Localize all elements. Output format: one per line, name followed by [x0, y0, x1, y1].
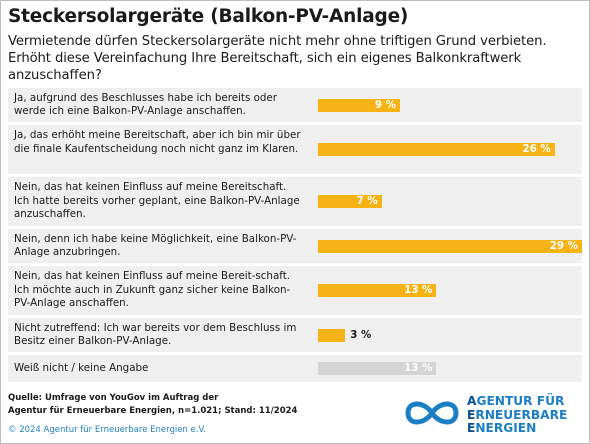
- chart-row: Nein, das hat keinen Einfluss auf meine …: [8, 266, 582, 315]
- brand-line-3: ENERGIEN: [467, 421, 537, 435]
- bar: [318, 195, 382, 208]
- chart-row: Nicht zutreffend: Ich war bereits vor de…: [8, 318, 582, 352]
- bar: [318, 328, 346, 342]
- chart-title: Steckersolargeräte (Balkon-PV-Anlage): [8, 6, 409, 27]
- source-note: Quelle: Umfrage von YouGov im Auftrag de…: [8, 392, 297, 418]
- chart-subtitle: Vermietende dürfen Steckersolargeräte ni…: [8, 34, 547, 83]
- chart-row: Ja, das erhöht meine Bereitschaft, aber …: [8, 125, 582, 174]
- value-label: 9 %: [374, 98, 396, 111]
- category-label: Nein, das hat keinen Einfluss auf meine …: [14, 270, 291, 310]
- bar: [318, 98, 400, 112]
- brand-line-2: ERNEUERBARE: [467, 407, 568, 422]
- value-label: 7 %: [356, 195, 378, 207]
- value-label: 13 %: [404, 284, 433, 296]
- infinity-logo-icon: [405, 401, 459, 425]
- category-label: Ja, das erhöht meine Bereitschaft, aber …: [14, 129, 301, 155]
- bar: [318, 362, 437, 375]
- source-line-2: Agentur für Erneuerbare Energien, n=1.02…: [8, 406, 298, 416]
- category-label: Weiß nicht / keine Angabe: [14, 361, 149, 374]
- copyright: © 2024 Agentur für Erneuerbare Energien …: [8, 425, 206, 435]
- source-line-1: Quelle: Umfrage von YouGov im Auftrag de…: [8, 393, 219, 403]
- brand-wordmark: AGENTUR FÜR ERNEUERBARE ENERGIEN: [467, 394, 568, 436]
- category-label: Nicht zutreffend: Ich war bereits vor de…: [14, 321, 297, 347]
- category-label: Ja, aufgrund des Beschlusses habe ich be…: [14, 91, 277, 117]
- chart-row: Ja, aufgrund des Beschlusses habe ich be…: [8, 88, 582, 122]
- bar: [318, 284, 437, 297]
- chart-row: Weiß nicht / keine Angabe 13 %: [8, 355, 582, 382]
- category-label: Nein, das hat keinen Einfluss auf meine …: [14, 181, 300, 221]
- bar: [318, 239, 582, 253]
- chart-row: Nein, denn ich habe keine Möglichkeit, e…: [8, 229, 582, 263]
- value-label: 29 %: [549, 239, 578, 252]
- chart-row: Nein, das hat keinen Einfluss auf meine …: [8, 177, 582, 226]
- bar: [318, 143, 555, 156]
- brand-line-1: AGENTUR FÜR: [467, 394, 565, 408]
- category-label: Nein, denn ich habe keine Möglichkeit, e…: [14, 232, 297, 258]
- value-label: 13 %: [404, 362, 433, 374]
- value-label: 3 %: [350, 328, 372, 341]
- value-label: 26 %: [522, 143, 551, 155]
